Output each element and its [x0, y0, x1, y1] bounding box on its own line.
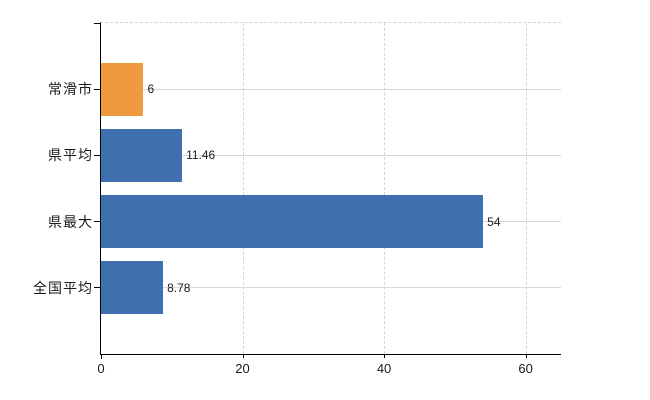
bar-value-label: 11.46 — [186, 148, 216, 163]
bar — [101, 62, 144, 116]
y-axis-top-tick — [94, 23, 100, 24]
category-label: 全国平均 — [33, 279, 93, 296]
y-axis-category-tick — [94, 88, 100, 90]
y-axis-category-tick — [94, 221, 100, 223]
bar-value-label: 8.78 — [167, 280, 191, 295]
x-axis-tick — [525, 354, 527, 358]
x-tick-label: 0 — [97, 361, 105, 376]
x-tick-label: 60 — [518, 361, 533, 376]
plot-area: 0 20 40 60 常滑市 6 県平均 11.46 県最大 54 全国平均 8.78 — [33, 22, 561, 376]
bar — [101, 128, 183, 182]
horizontal-gridline — [101, 88, 561, 90]
category-label: 県最大 — [48, 213, 93, 230]
x-axis-tick — [101, 354, 102, 359]
category-label: 常滑市 — [48, 81, 93, 98]
x-tick-label: 20 — [235, 361, 250, 376]
x-axis-tick — [242, 354, 244, 358]
bar — [101, 261, 164, 315]
category-label: 県平均 — [48, 147, 93, 164]
horizontal-gridline — [101, 287, 561, 289]
bar-value-label: 54 — [487, 214, 501, 229]
vertical-gridline — [525, 23, 527, 354]
bar — [101, 195, 484, 249]
x-tick-label: 40 — [376, 361, 392, 376]
y-axis-category-tick — [94, 287, 100, 289]
horizontal-gridline — [101, 154, 561, 156]
bar-value-label: 6 — [147, 82, 155, 97]
y-axis-category-tick — [94, 154, 100, 156]
vertical-gridline — [384, 23, 386, 354]
vertical-gridline — [242, 23, 244, 354]
x-axis-tick — [384, 354, 386, 358]
